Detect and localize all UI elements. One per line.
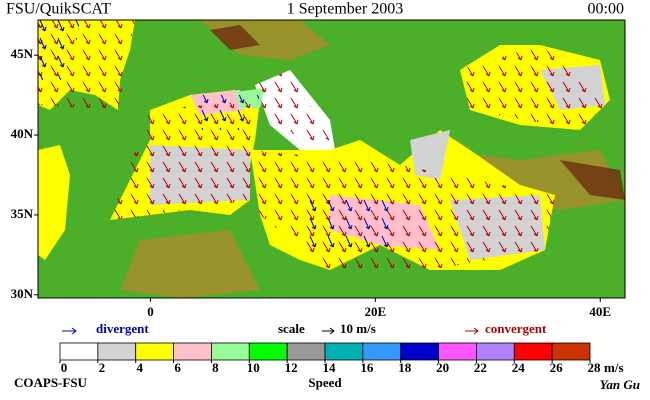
scale-arrow: [322, 327, 335, 335]
colorbar-tick-label: 16: [360, 360, 374, 375]
colorbar-swatch: [59, 342, 99, 361]
lon-tick-label: 40E: [589, 304, 611, 319]
colorbar-tick-label: 6: [174, 360, 181, 375]
lat-tick-label: 30N: [11, 286, 34, 301]
colorbar-tick-label: 22: [474, 360, 487, 375]
colorbar-tick-label: 2: [99, 360, 106, 375]
legend: divergent scale 10 m/s convergent: [62, 321, 547, 336]
colorbar-tick-label: 4: [136, 360, 143, 375]
map-axes: 45N 40N 35N 30N 0 20E 40E: [11, 46, 611, 319]
terrain: [120, 20, 625, 298]
colorbar-tick-label: 28: [588, 360, 602, 375]
colorbar-swatch: [173, 342, 212, 361]
scale-value: 10 m/s: [340, 321, 376, 336]
lon-tick-label: 20E: [365, 304, 387, 319]
source-label: FSU/QuikSCAT: [6, 1, 111, 18]
colorbar-unit: m/s: [604, 360, 624, 375]
colorbar-tick-label: 10: [247, 360, 260, 375]
map: [38, 20, 625, 298]
map-frame: [37, 19, 626, 299]
divergent-arrow: [62, 327, 77, 335]
footer-right: Yan Gu: [600, 377, 640, 392]
colorbar-tick-label: 8: [212, 360, 219, 375]
colorbar-swatch: [324, 342, 364, 361]
lat-tick-label: 40N: [11, 126, 34, 141]
colorbar-tick-label: 12: [285, 360, 298, 375]
colorbar-tick-label: 14: [323, 360, 337, 375]
colorbar-swatch: [135, 342, 174, 361]
terrain-high: [210, 25, 625, 200]
colorbar-swatch: [286, 342, 326, 361]
colorbar-tick-label: 18: [398, 360, 412, 375]
colorbar-swatch: [513, 342, 553, 361]
footer-left: COAPS-FSU: [14, 375, 88, 390]
lon-tick-label: 0: [147, 304, 154, 319]
colorbar-swatch: [362, 342, 402, 361]
time-label: 00:00: [588, 1, 624, 18]
convergent-arrow: [465, 327, 479, 335]
divergent-label: divergent: [96, 321, 149, 336]
lat-tick-label: 45N: [11, 46, 34, 61]
wind-vectors: [38, 20, 610, 270]
colorbar-tick-label: 26: [550, 360, 564, 375]
colorbar-title: Speed: [308, 375, 342, 390]
colorbar-swatch: [400, 342, 439, 361]
scale-label: scale: [278, 321, 305, 336]
colorbar-swatch: [551, 342, 591, 361]
lat-tick-label: 35N: [11, 206, 34, 221]
colorbar-swatch: [248, 342, 288, 361]
colorbar-swatch: [97, 342, 137, 361]
colorbar-tick-label: 24: [512, 360, 526, 375]
colorbar: 0 2 4 6 8 10 12 14 16 18 20 22 24 26 28 m/s: [59, 342, 624, 375]
date-label: 1 September 2003: [287, 1, 403, 18]
colorbar-swatch: [476, 342, 515, 361]
colorbar-swatch: [438, 342, 477, 361]
colorbar-swatch: [211, 342, 250, 361]
colorbar-tick-label: 0: [61, 360, 68, 375]
colorbar-tick-label: 20: [436, 360, 449, 375]
convergent-label: convergent: [485, 321, 547, 336]
